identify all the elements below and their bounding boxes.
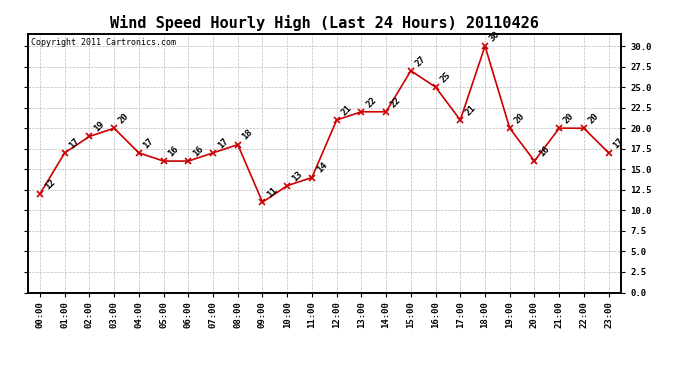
Text: 14: 14: [315, 161, 328, 175]
Text: 25: 25: [438, 70, 453, 84]
Text: Copyright 2011 Cartronics.com: Copyright 2011 Cartronics.com: [30, 38, 175, 46]
Text: 17: 17: [611, 136, 625, 150]
Text: 12: 12: [43, 177, 57, 191]
Text: 13: 13: [290, 169, 304, 183]
Text: 20: 20: [513, 111, 526, 125]
Text: 17: 17: [216, 136, 230, 150]
Text: 20: 20: [562, 111, 576, 125]
Text: 30: 30: [488, 29, 502, 43]
Text: 19: 19: [92, 120, 106, 134]
Text: 21: 21: [339, 103, 353, 117]
Text: 21: 21: [463, 103, 477, 117]
Text: 27: 27: [413, 54, 428, 68]
Text: 16: 16: [191, 144, 205, 158]
Text: 16: 16: [538, 144, 551, 158]
Text: 11: 11: [265, 185, 279, 200]
Text: 16: 16: [166, 144, 180, 158]
Text: 22: 22: [389, 95, 403, 109]
Text: 20: 20: [117, 111, 131, 125]
Text: 22: 22: [364, 95, 378, 109]
Text: 17: 17: [68, 136, 81, 150]
Text: 18: 18: [241, 128, 255, 142]
Text: 17: 17: [141, 136, 156, 150]
Text: 20: 20: [586, 111, 601, 125]
Title: Wind Speed Hourly High (Last 24 Hours) 20110426: Wind Speed Hourly High (Last 24 Hours) 2…: [110, 15, 539, 31]
